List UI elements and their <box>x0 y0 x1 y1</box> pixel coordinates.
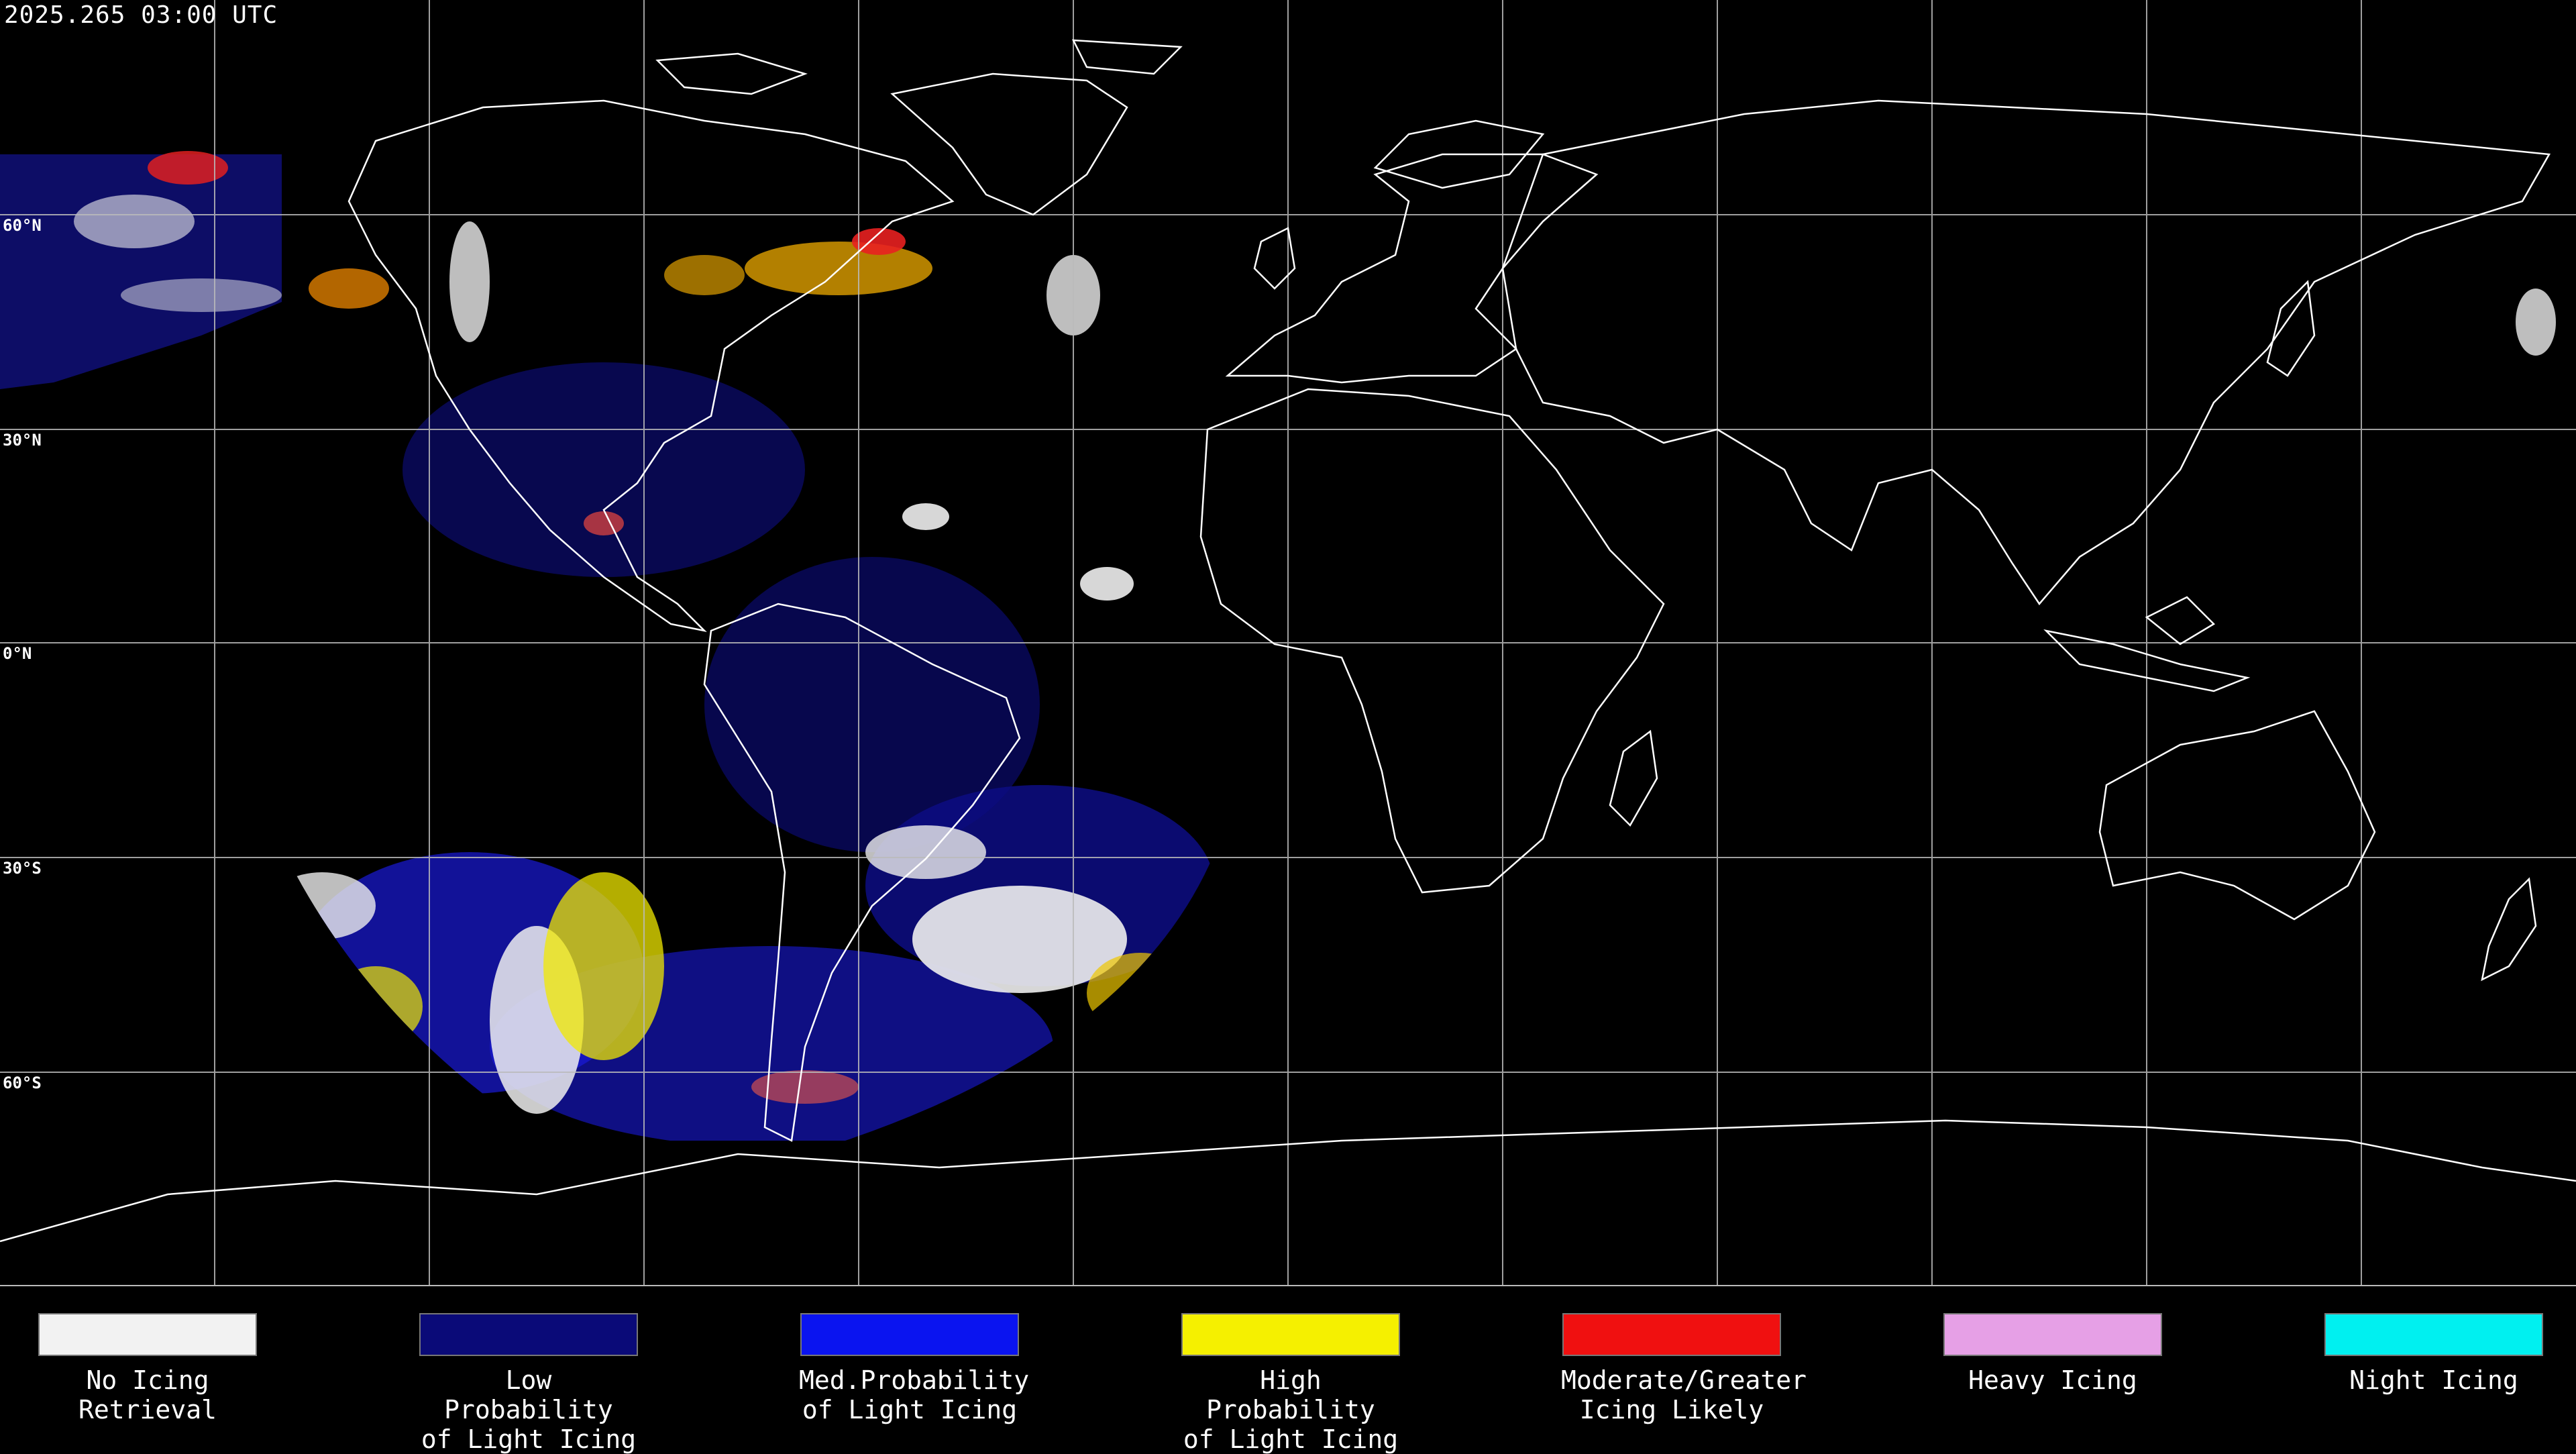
legend-item-med-probability: Med.Probability of Light Icing <box>799 1313 1030 1424</box>
legend-label: Med.Probability of Light Icing <box>799 1365 1030 1424</box>
legend-label: Moderate/Greater Icing Likely <box>1561 1365 1807 1424</box>
icing-map <box>0 0 2576 1285</box>
legend-swatch <box>2324 1313 2543 1356</box>
legend-swatch <box>419 1313 638 1356</box>
icing-coverage-disc <box>250 134 1218 1141</box>
legend-label: Heavy Icing <box>1968 1365 2137 1395</box>
graticule <box>0 0 2576 1285</box>
legend-swatch <box>1181 1313 1400 1356</box>
legend-item-no-icing: No Icing Retrieval <box>37 1313 258 1424</box>
icing-coverage-pacific <box>0 151 2556 389</box>
legend-item-low-probability: Low Probability of Light Icing <box>418 1313 639 1454</box>
timestamp: 2025.265 03:00 UTC <box>4 1 278 29</box>
lat-label-60n: 60°N <box>3 216 42 235</box>
legend-item-high-probability: High Probability of Light Icing <box>1180 1313 1401 1454</box>
legend-item-heavy-icing: Heavy Icing <box>1942 1313 2163 1395</box>
legend-label: No Icing Retrieval <box>78 1365 217 1424</box>
legend-swatch <box>38 1313 257 1356</box>
legend-item-night-icing: Night Icing <box>2323 1313 2544 1395</box>
lat-label-30s: 30°S <box>3 859 42 878</box>
legend-item-moderate-greater: Moderate/Greater Icing Likely <box>1561 1313 1807 1424</box>
map-panel: 2025.265 03:00 UTC 60°N 30°N 0°N 30°S 60… <box>0 0 2576 1285</box>
coastlines <box>0 39 2576 1243</box>
legend-swatch <box>800 1313 1019 1356</box>
lat-label-0n: 0°N <box>3 644 32 663</box>
legend: No Icing Retrieval Low Probability of Li… <box>0 1285 2576 1454</box>
legend-label: High Probability of Light Icing <box>1183 1365 1399 1454</box>
legend-swatch <box>1562 1313 1781 1356</box>
legend-label: Night Icing <box>2349 1365 2518 1395</box>
legend-swatch <box>1943 1313 2162 1356</box>
lat-label-30n: 30°N <box>3 431 42 450</box>
lat-label-60s: 60°S <box>3 1074 42 1092</box>
legend-label: Low Probability of Light Icing <box>421 1365 637 1454</box>
